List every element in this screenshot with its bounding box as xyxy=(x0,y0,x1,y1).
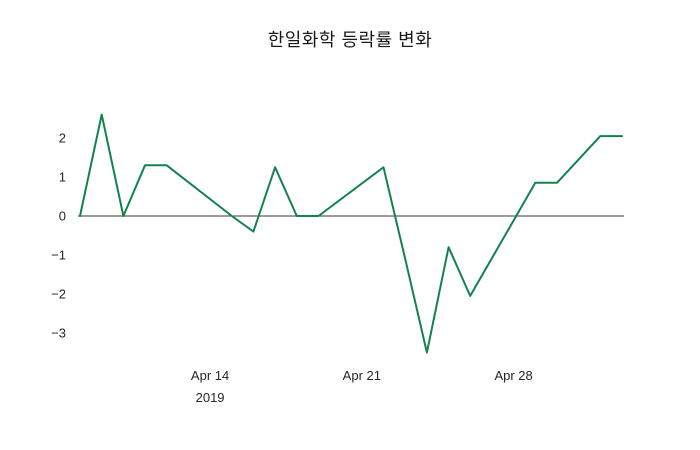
y-tick-label: 0 xyxy=(59,209,66,224)
y-tick-label: −1 xyxy=(51,248,66,263)
y-tick-label: −3 xyxy=(51,326,66,341)
chart-title: 한일화학 등락률 변화 xyxy=(267,30,433,50)
x-tick-label: Apr 14 xyxy=(191,368,229,383)
price-change-line xyxy=(79,113,623,354)
y-tick-label: 1 xyxy=(59,170,66,185)
y-tick-label: 2 xyxy=(59,131,66,146)
x-tick-year-label: 2019 xyxy=(196,390,225,405)
x-axis-tick-labels: Apr 14 2019 Apr 21 Apr 28 xyxy=(191,368,533,405)
y-tick-label: −2 xyxy=(51,287,66,302)
series-group xyxy=(79,113,623,354)
y-axis-tick-labels: 2 1 0 −1 −2 −3 xyxy=(51,131,66,341)
x-tick-label: Apr 21 xyxy=(343,368,381,383)
x-tick-label: Apr 28 xyxy=(494,368,532,383)
